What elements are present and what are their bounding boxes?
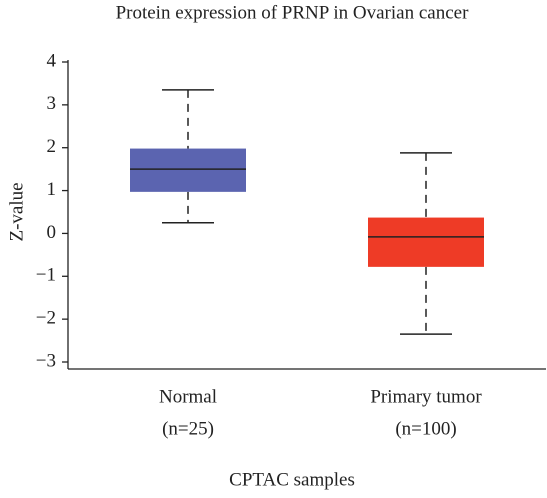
x-tick-label: Primary tumor [370,386,482,407]
x-tick-label: Normal [159,386,217,407]
x-tick-note: (n=25) [162,418,214,439]
y-axis-label: Z-value [6,182,27,241]
y-tick-label: 0 [47,222,57,243]
x-axis-label: CPTAC samples [229,469,355,490]
y-tick-label: 1 [47,179,57,200]
y-tick-label: 4 [47,50,57,71]
y-tick-label: 3 [47,93,57,114]
y-tick-label: 2 [47,136,57,157]
y-tick-label: −1 [36,265,56,286]
box [368,217,484,267]
y-tick-label: −3 [36,350,56,371]
x-tick-note: (n=100) [395,418,456,439]
chart-title: Protein expression of PRNP in Ovarian ca… [116,2,469,23]
box [130,148,246,192]
y-tick-label: −2 [36,308,56,329]
